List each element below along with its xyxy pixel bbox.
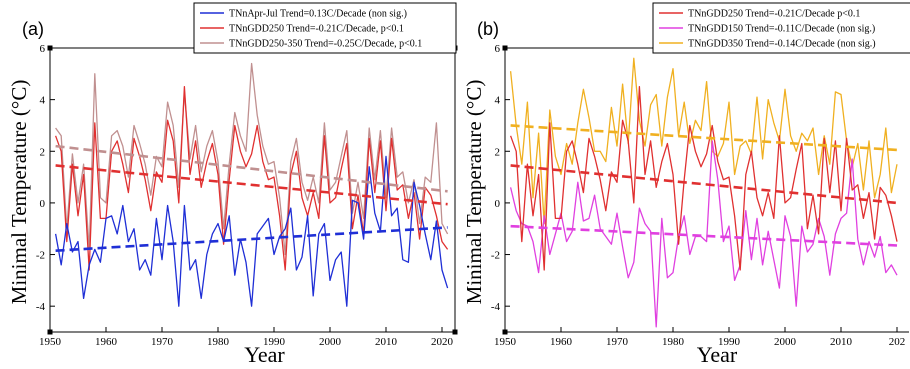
y-tick-label: -2 [491, 250, 500, 262]
series-line-tnngdd250 [509, 86, 898, 271]
x-tick-label: 1960 [550, 336, 573, 348]
legend: TNnApr-Jul Trend=0.13C/Decade (non sig.)… [193, 2, 457, 54]
legend-label: TNnGDD350 Trend=-0.14C/Decade (non sig.) [688, 39, 876, 50]
legend-label: TNnApr-Jul Trend=0.13C/Decade (non sig.) [229, 9, 407, 20]
panel-a: -4 -2 0 2 4 6 1950 1960 1970 1980 1990 2000 2010 2020… [7, 2, 458, 367]
y-tick-label: 0 [40, 198, 46, 210]
x-tick-label: 1990 [718, 336, 741, 348]
series-line-tnnapr-jul [54, 155, 449, 307]
x-tick-label: 1960 [95, 336, 118, 348]
legend: TNnGDD250 Trend=-0.21C/Decade p<0.1 TNnGD… [652, 2, 910, 54]
y-tick-label: 6 [495, 43, 501, 55]
x-axis-label: Year [244, 342, 285, 367]
x-tick-label: 1950 [494, 336, 517, 348]
series-line-tnngdd150 [509, 140, 898, 328]
y-axis-label: Minimal Temperature (°C) [7, 80, 31, 305]
x-tick-label: 1970 [606, 336, 629, 348]
legend-label: TNnGDD250-350 Trend=-0.25C/Decade, p<0.1 [229, 39, 422, 50]
y-tick-label: 4 [40, 95, 46, 107]
trend-line-tnngdd250-trend [55, 164, 448, 206]
legend-label: TNnGDD150 Trend=-0.11C/Decade (non sig.) [688, 24, 875, 35]
legend-label: TNnGDD250 Trend=-0.21C/Decade, p<0.1 [229, 24, 404, 35]
series-line-tnngdd250 [54, 86, 449, 271]
x-tick-label: 202 [889, 336, 906, 348]
panel-b: -4 -2 0 2 4 6 1950 1960 1970 1980 1990 2000 2010 202 Y… [462, 2, 910, 367]
plot-area [509, 57, 898, 328]
y-axis-label: Minimal Temperature (°C) [462, 80, 486, 305]
x-tick-label: 2010 [375, 336, 398, 348]
x-tick-label: 1980 [207, 336, 230, 348]
trend-line-tnngdd250-350-trend [55, 144, 448, 193]
panel-label: (a) [22, 19, 44, 39]
x-tick-label: 2010 [830, 336, 853, 348]
x-tick-label: 2020 [431, 336, 454, 348]
trend-line-tnnapr-jul-trend [55, 226, 448, 252]
trend-line-tnngdd150-trend [510, 224, 898, 247]
trend-line-tnngdd350-trend [510, 124, 898, 152]
y-tick-label: -4 [491, 301, 501, 313]
y-tick-label: 2 [495, 146, 501, 158]
y-tick-label: 0 [495, 198, 501, 210]
x-tick-label: 1950 [39, 336, 62, 348]
y-tick-label: 2 [40, 146, 46, 158]
y-tick-label: -4 [36, 301, 46, 313]
corner-marker [452, 329, 458, 335]
x-tick-label: 1990 [263, 336, 286, 348]
y-tick-label: 4 [495, 95, 501, 107]
plot-area [54, 62, 449, 307]
legend-box [193, 2, 457, 54]
y-tick-label: -2 [36, 250, 45, 262]
series-line-tnngdd350 [509, 57, 898, 225]
x-tick-label: 1970 [151, 336, 174, 348]
panel-label: (b) [477, 19, 499, 39]
x-tick-label: 2000 [774, 336, 797, 348]
y-tick-label: 6 [40, 43, 46, 55]
legend-box [652, 2, 910, 54]
legend-label: TNnGDD250 Trend=-0.21C/Decade p<0.1 [688, 9, 860, 20]
x-tick-label: 1980 [662, 336, 685, 348]
series-line-tnngdd250-350 [55, 62, 449, 256]
x-axis-label: Year [697, 342, 738, 367]
x-tick-label: 2000 [319, 336, 342, 348]
trend-line-tnngdd250-trend [510, 164, 898, 205]
